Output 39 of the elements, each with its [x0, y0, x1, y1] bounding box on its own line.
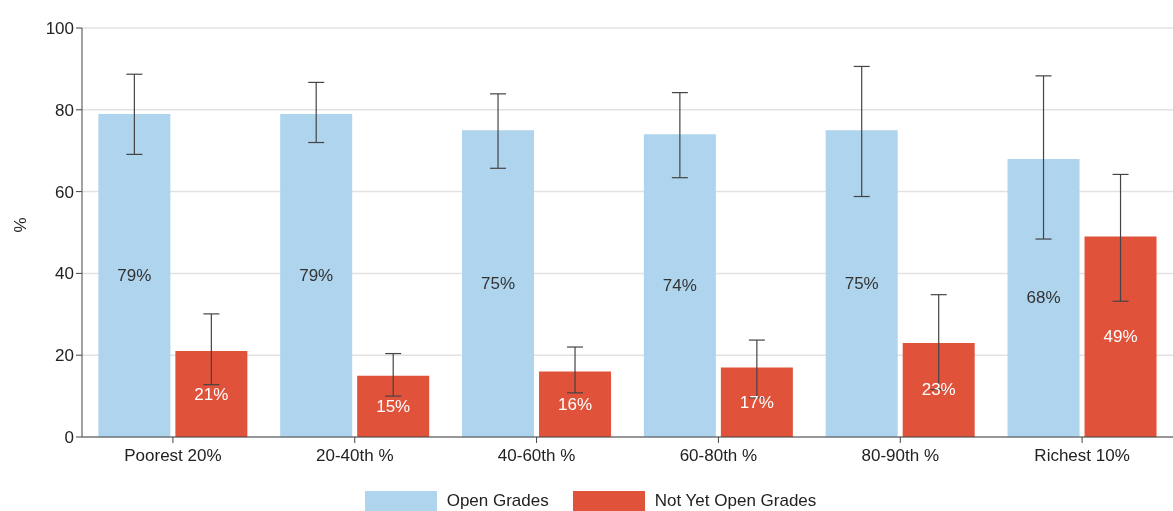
y-tick-label: 20	[55, 346, 74, 366]
bar	[902, 342, 975, 437]
data-label: 16%	[558, 394, 593, 414]
data-label: 23%	[921, 380, 956, 400]
x-tick-label: 80-90th %	[861, 446, 939, 466]
x-tick-label: 20-40th %	[316, 446, 394, 466]
bar	[462, 130, 535, 437]
y-tick-label: 60	[55, 182, 74, 202]
y-tick-label: 40	[55, 264, 74, 284]
x-tick-label: 60-80th %	[679, 446, 758, 466]
data-label: 79%	[299, 265, 334, 285]
data-label: 15%	[376, 396, 411, 416]
bar	[1007, 158, 1080, 437]
bar	[280, 113, 353, 437]
data-label: 49%	[1103, 327, 1138, 347]
x-tick-label: Richest 10%	[1034, 446, 1130, 466]
data-label: 75%	[481, 274, 516, 294]
y-axis-title: %	[11, 217, 31, 233]
data-label: 68%	[1026, 288, 1061, 308]
legend-label: Open Grades	[446, 491, 549, 511]
y-tick-label: 80	[55, 100, 74, 120]
bar	[643, 134, 716, 437]
bar	[539, 371, 612, 437]
x-tick-label: 40-60th %	[497, 446, 576, 466]
bar	[175, 351, 248, 437]
x-tick-label: Poorest 20%	[124, 446, 222, 466]
legend-label: Not Yet Open Grades	[654, 491, 817, 511]
data-label: 21%	[194, 384, 229, 404]
bar	[825, 130, 898, 437]
data-label: 74%	[662, 276, 697, 296]
data-label: 75%	[844, 274, 879, 294]
bar	[357, 375, 430, 437]
bar	[1084, 236, 1157, 437]
data-label: 79%	[117, 265, 152, 285]
y-tick-label: 0	[64, 428, 74, 448]
bar	[98, 113, 171, 437]
y-tick-label: 100	[45, 19, 74, 39]
data-label: 17%	[739, 392, 774, 412]
bar	[720, 367, 793, 437]
